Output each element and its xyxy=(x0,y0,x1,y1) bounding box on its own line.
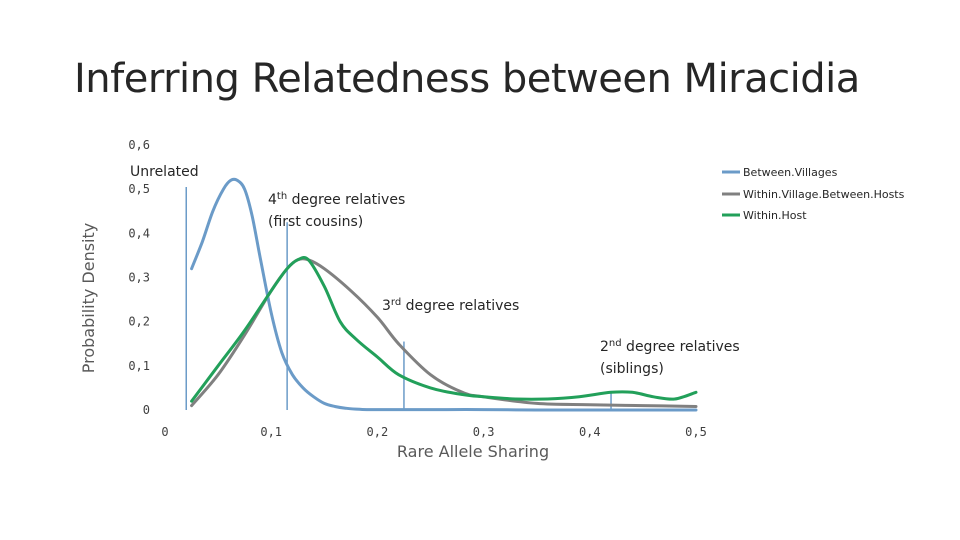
x-tick-label: 0,3 xyxy=(473,425,495,439)
annotation-second-sup: nd xyxy=(609,338,622,349)
annotation-second-rest: degree relatives xyxy=(622,339,740,355)
legend-label-within-village: Within.Village.Between.Hosts xyxy=(743,188,905,201)
annotation-fourth-base: 4 xyxy=(268,192,277,208)
x-tick-label: 0,4 xyxy=(579,425,601,439)
annotation-fourth-degree: 4th degree relatives xyxy=(268,191,405,209)
series-line-between-villages xyxy=(190,177,698,412)
x-axis-label: Rare Allele Sharing xyxy=(397,442,549,461)
slide-title: Inferring Relatedness between Miracidia xyxy=(74,56,860,102)
x-tick-label: 0 xyxy=(161,425,168,439)
y-tick-label: 0,6 xyxy=(128,138,150,152)
legend-label-between-villages: Between.Villages xyxy=(743,166,838,179)
x-tick-label: 0,5 xyxy=(685,425,707,439)
y-tick-label: 0 xyxy=(143,403,150,417)
annotation-unrelated: Unrelated xyxy=(130,164,199,180)
y-tick-label: 0,3 xyxy=(128,271,150,285)
x-tick-label: 0,2 xyxy=(367,425,389,439)
annotation-third-rest: degree relatives xyxy=(401,298,519,314)
annotation-third-degree: 3rd degree relatives xyxy=(382,297,519,315)
annotation-fourth-sup: th xyxy=(277,191,287,202)
y-tick-label: 0,1 xyxy=(128,359,150,373)
x-tick-label: 0,1 xyxy=(260,425,282,439)
annotation-second-base: 2 xyxy=(600,339,609,355)
annotation-second-degree: 2nd degree relatives xyxy=(600,338,740,356)
legend-label-within-host: Within.Host xyxy=(743,209,807,222)
y-axis-label: Probability Density xyxy=(79,223,98,374)
series-line-within-host xyxy=(190,256,698,403)
annotation-second-line2: (siblings) xyxy=(600,361,664,377)
y-tick-label: 0,4 xyxy=(128,226,150,240)
annotation-fourth-rest: degree relatives xyxy=(287,192,405,208)
annotation-unrelated-text: Unrelated xyxy=(130,164,199,180)
legend: Between.Villages Within.Village.Between.… xyxy=(722,166,905,222)
annotation-fourth-line2: (first cousins) xyxy=(268,214,363,230)
y-tick-label: 0,5 xyxy=(128,182,150,196)
annotation-third-sup: rd xyxy=(391,297,401,308)
series-line-within-village-between-hosts xyxy=(190,257,698,408)
y-tick-label: 0,2 xyxy=(128,315,150,329)
annotation-third-base: 3 xyxy=(382,298,391,314)
